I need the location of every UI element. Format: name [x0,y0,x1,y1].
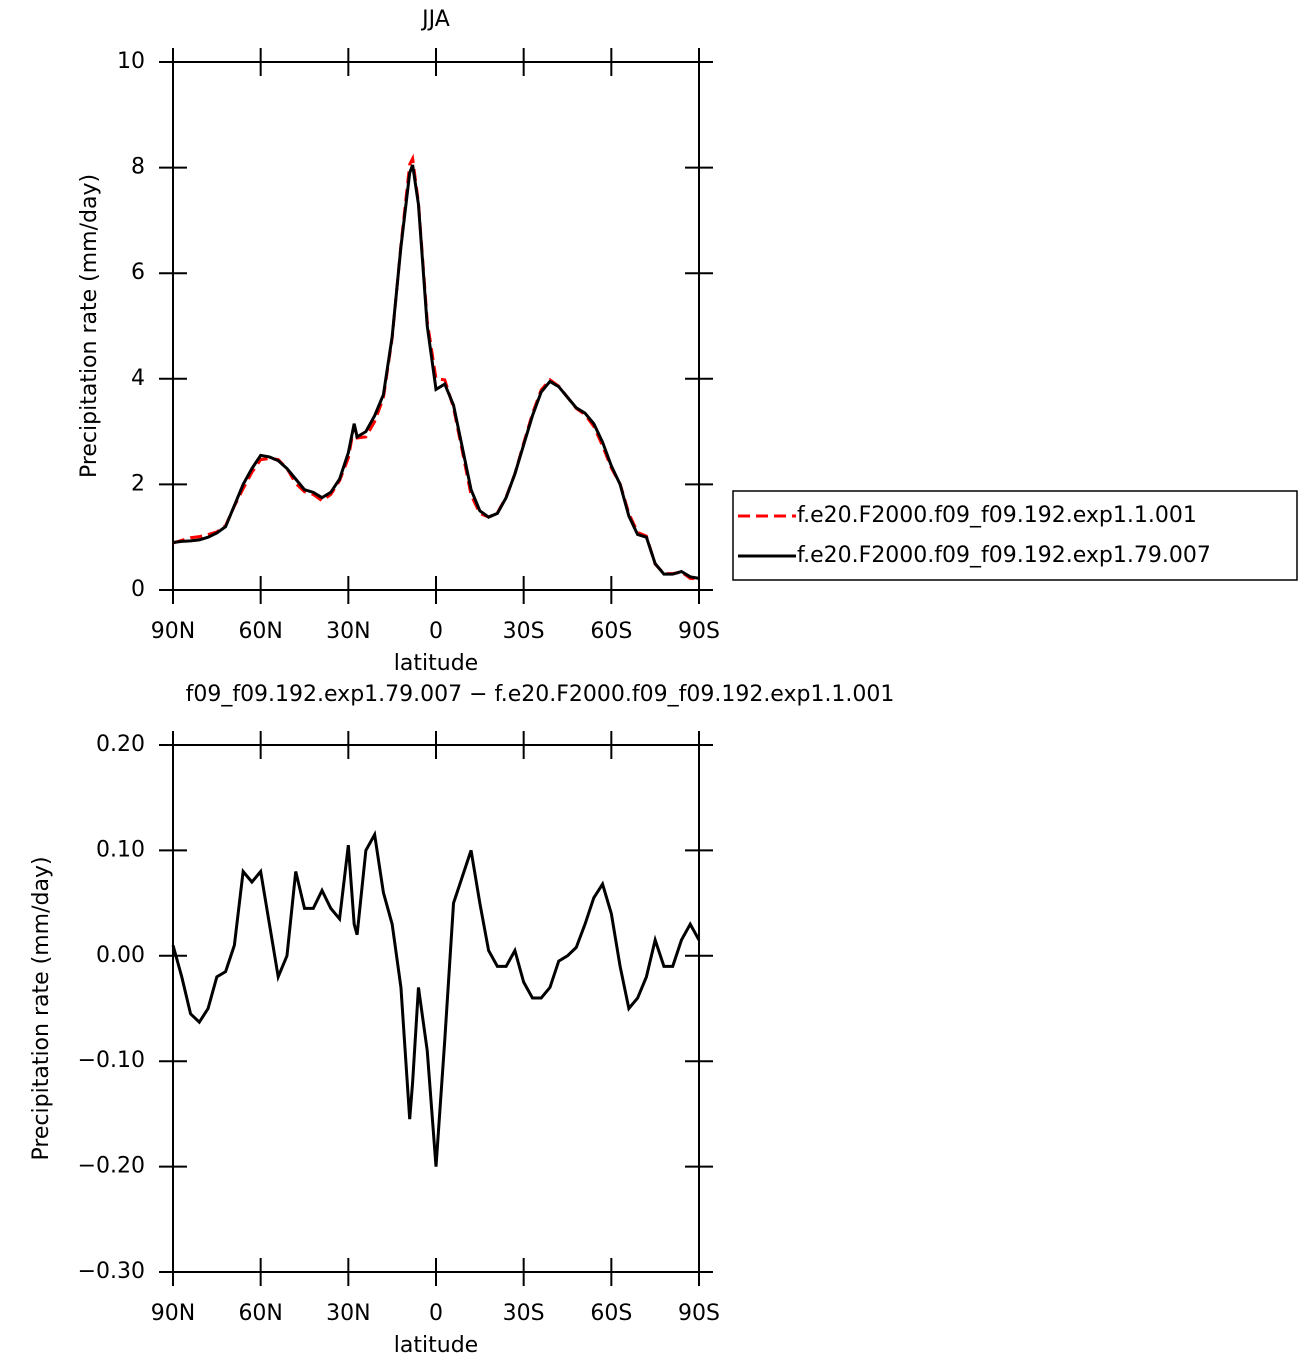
chart-title: f09_f09.192.exp1.79.007 − f.e20.F2000.f0… [186,682,895,707]
data-line [172,164,700,580]
y-tick-label: −0.10 [78,1048,145,1073]
y-axis-label: Precipitation rate (mm/day) [29,856,54,1160]
y-tick-label: −0.20 [78,1154,145,1179]
legend-box [732,490,1298,581]
x-tick-label: 30N [326,619,370,644]
y-tick-label: 6 [131,260,145,285]
y-tick-label: −0.30 [78,1259,145,1284]
x-tick-label: 0 [429,1301,443,1326]
x-tick-label: 30S [503,1301,545,1326]
x-tick-label: 60S [590,619,632,644]
x-tick-label: 90S [678,1301,720,1326]
x-tick-label: 90S [678,619,720,644]
y-tick-label: 0.20 [96,732,145,757]
chart-title: JJA [420,7,450,32]
plot-frame [172,744,700,1273]
legend-label: f.e20.F2000.f09_f09.192.exp1.1.001 [797,503,1197,528]
x-tick-label: 0 [429,619,443,644]
y-tick-label: 0 [131,577,145,602]
data-line [171,830,701,1167]
y-tick-label: 8 [131,155,145,180]
plot-frame [172,61,700,591]
y-tick-label: 0.10 [96,837,145,862]
legend-label: f.e20.F2000.f09_f09.192.exp1.79.007 [797,543,1211,568]
y-tick-label: 2 [131,471,145,496]
x-axis-label: latitude [394,651,478,676]
x-tick-label: 60N [238,619,282,644]
x-axis-label: latitude [394,1333,478,1358]
x-tick-label: 60S [590,1301,632,1326]
x-tick-label: 30S [503,619,545,644]
x-tick-label: 90N [151,1301,195,1326]
y-tick-label: 0.00 [96,943,145,968]
x-tick-label: 60N [238,1301,282,1326]
x-tick-label: 30N [326,1301,370,1326]
y-tick-label: 4 [131,366,145,391]
y-tick-label: 10 [117,49,145,74]
x-tick-label: 90N [151,619,195,644]
y-axis-label: Precipitation rate (mm/day) [77,174,102,478]
data-line [172,153,700,581]
